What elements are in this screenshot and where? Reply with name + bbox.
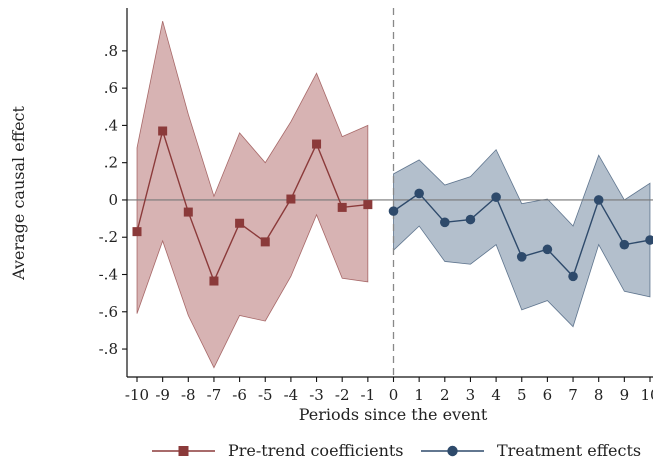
y-tick-label: .6 <box>104 79 118 97</box>
pre-trend-point <box>158 126 168 136</box>
pre-trend-point <box>235 218 245 228</box>
treatment-point <box>465 214 476 225</box>
x-tick-label: 6 <box>543 386 553 404</box>
y-tick-label: -.4 <box>99 266 118 284</box>
pre-trend-point <box>337 202 347 212</box>
x-tick-label: 5 <box>517 386 527 404</box>
x-tick-label: 10 <box>640 386 653 404</box>
x-tick-label: 0 <box>389 386 399 404</box>
x-tick-label: 8 <box>594 386 604 404</box>
pre-trend-point <box>286 194 296 204</box>
confidence-bands <box>136 20 651 369</box>
x-tick-label: -10 <box>125 386 149 404</box>
treatment-point <box>593 195 604 205</box>
treatment-point <box>619 239 630 250</box>
y-tick-label: .2 <box>104 154 118 172</box>
treatment-point <box>388 206 399 216</box>
x-tick-label: 4 <box>491 386 501 404</box>
pre-trend-point <box>209 276 219 286</box>
treatment-point <box>542 244 553 255</box>
x-tick-label: -3 <box>309 386 324 404</box>
treatment-point <box>645 235 653 245</box>
legend-circle-marker <box>447 445 458 457</box>
x-tick-labels: -10-9-8-7-6-5-4-3-2-1012345678910 <box>125 386 653 404</box>
y-tick-labels: .8 .6 .4 .2 0 -.2 -.4 -.6 -.8 <box>99 42 118 358</box>
ci-band-pre-trend <box>136 20 369 369</box>
series-markers <box>132 126 653 286</box>
legend-square-marker <box>178 446 189 456</box>
x-tick-label: 7 <box>568 386 578 404</box>
series-line-pre-trend <box>136 128 368 283</box>
treatment-point <box>568 271 578 282</box>
pre-trend-point <box>132 227 142 237</box>
x-tick-label: -9 <box>155 386 170 404</box>
x-tick-label: 1 <box>414 386 424 404</box>
treatment-point <box>440 217 450 228</box>
y-tick-label: -.2 <box>99 228 118 246</box>
x-tick-label: 9 <box>620 386 630 404</box>
legend-label-pre-trend: Pre-trend coefficients <box>228 441 404 460</box>
y-tick-label: .4 <box>104 116 118 134</box>
treatment-point <box>516 251 527 262</box>
x-tick-label: -5 <box>258 386 273 404</box>
x-tick-label: -2 <box>335 386 350 404</box>
y-tick-label: -.8 <box>99 340 118 358</box>
y-tick-label: 0 <box>108 191 118 209</box>
x-axis-title: Periods since the event <box>299 405 488 424</box>
legend-label-treatment: Treatment effects <box>497 441 641 460</box>
axes <box>122 8 653 382</box>
x-tick-label: 2 <box>440 386 450 404</box>
y-tick-label: .8 <box>104 42 118 60</box>
x-tick-label: -8 <box>181 386 196 404</box>
x-tick-label: -6 <box>232 386 247 404</box>
pre-trend-point <box>260 237 270 247</box>
pre-trend-point <box>363 200 373 210</box>
x-tick-label: 3 <box>466 386 476 404</box>
pre-trend-point <box>183 207 193 217</box>
y-axis-title: Average causal effect <box>9 106 28 281</box>
treatment-point <box>491 192 501 202</box>
reference-lines <box>127 8 653 377</box>
ci-band-treatment <box>393 148 651 328</box>
x-tick-label: -7 <box>207 386 222 404</box>
x-tick-label: -1 <box>361 386 376 404</box>
treatment-point <box>414 188 424 199</box>
legend-item-pre-trend: Pre-trend coefficients <box>152 441 404 460</box>
y-tick-label: -.6 <box>99 303 118 321</box>
legend: Pre-trend coefficients Treatment effects <box>152 441 641 460</box>
legend-item-treatment: Treatment effects <box>421 441 641 460</box>
x-tick-label: -4 <box>284 386 299 404</box>
pre-trend-point <box>312 139 322 149</box>
